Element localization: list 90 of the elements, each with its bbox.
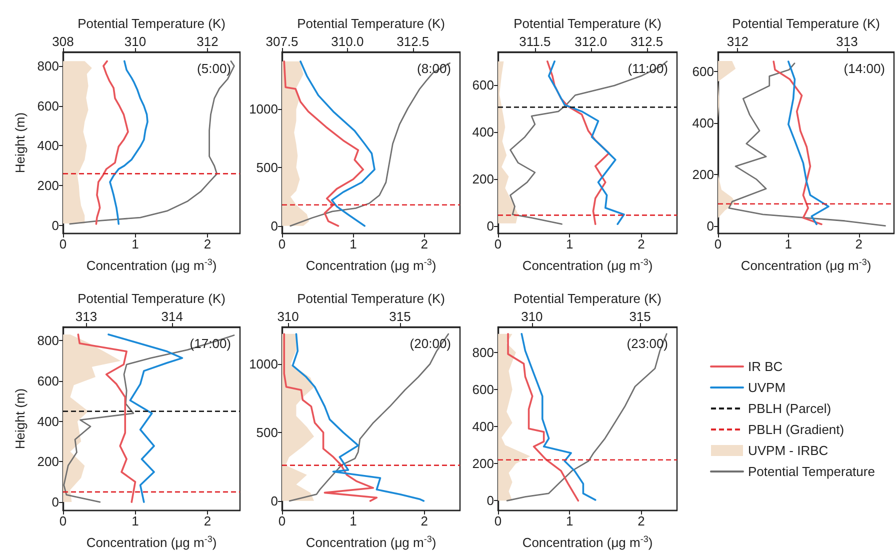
x2-tick-label: 307.5 (266, 34, 298, 49)
y-tick-label: 0 (52, 494, 59, 510)
x-tick-label: 2 (638, 514, 645, 528)
y-tick-label: 1000 (249, 356, 278, 372)
line-series (95, 60, 129, 225)
x2-axis-title: Potential Temperature (K) (78, 291, 226, 306)
x-tick-label: 2 (204, 514, 212, 528)
x-tick-label: 2 (204, 236, 212, 252)
text: (5:00) (197, 61, 232, 76)
x-tick-label: 1 (350, 514, 357, 528)
legend-label: Potential Temperature (748, 464, 875, 479)
y-tick-label: 400 (472, 124, 494, 140)
legend-label: UVPM - IRBC (748, 443, 828, 458)
y-tick-label: 600 (37, 374, 59, 389)
x-tick-label: 1 (132, 514, 139, 528)
x2-tick-label: 314 (161, 309, 183, 324)
line-series (109, 60, 148, 225)
y-tick-label: 0 (52, 218, 59, 234)
y-tick-label: 200 (37, 454, 59, 470)
x2-axis-title: Potential Temperature (K) (514, 16, 662, 32)
y-tick-label: 0 (270, 218, 278, 234)
y-tick-label: 0 (270, 493, 278, 508)
x2-tick-label: 310 (521, 309, 543, 324)
line-series (108, 334, 184, 503)
y-tick-label: 400 (37, 138, 59, 154)
y-tick-label: 400 (692, 115, 714, 130)
y-tick-label: 0 (486, 493, 494, 508)
y-axis-title: Height (m) (12, 388, 28, 450)
y-axis-title: Height (m) (12, 112, 28, 174)
legend-label: IR BC (748, 359, 783, 374)
line-series (77, 334, 136, 503)
x2-axis-title: Potential Temperature (K) (732, 16, 880, 32)
x-tick-label: 1 (566, 514, 574, 528)
y-tick-label: 800 (37, 58, 59, 74)
x2-tick-label: 310 (277, 309, 299, 324)
legend-label: UVPM (748, 380, 786, 395)
y-tick-label: 600 (472, 77, 494, 92)
y-tick-label: 0 (706, 218, 714, 234)
x-tick-label: 1 (784, 236, 792, 252)
line-series (548, 60, 625, 226)
x-tick-label: 1 (350, 236, 357, 252)
y-tick-label: 0 (486, 218, 494, 234)
x2-tick-label: 315 (389, 309, 411, 324)
x-tick-label: 1 (566, 236, 574, 252)
y-tick-label: 200 (37, 178, 59, 194)
y-tick-label: 400 (472, 419, 494, 434)
y-tick-label: 600 (692, 64, 714, 79)
x-tick-label: 2 (420, 236, 428, 252)
x2-tick-label: 312.0 (574, 34, 608, 49)
x2-tick-label: 312 (726, 34, 749, 49)
x2-tick-label: 312.5 (396, 34, 430, 49)
x2-tick-label: 310 (124, 34, 146, 49)
x2-tick-label: 310.0 (331, 34, 364, 49)
line-series (300, 60, 376, 227)
x2-tick-label: 312.5 (630, 34, 664, 49)
x2-tick-label: 313 (75, 309, 98, 324)
y-tick-label: 400 (37, 414, 59, 429)
y-tick-label: 200 (692, 166, 714, 182)
line-series (772, 60, 822, 226)
y-tick-label: 800 (472, 344, 494, 360)
line-series (507, 332, 580, 502)
x2-tick-label: 313 (836, 34, 858, 49)
x2-axis-title: Potential Temperature (K) (514, 291, 662, 306)
x-tick-label: 1 (132, 236, 139, 252)
x2-axis-title: Potential Temperature (K) (78, 16, 226, 32)
x-tick-label: 2 (420, 514, 428, 528)
y-tick-label: 200 (472, 171, 494, 186)
line-series (283, 60, 364, 227)
y-tick-label: 600 (37, 98, 59, 114)
line-series (520, 332, 596, 501)
x2-axis-title: Potential Temperature (K) (297, 16, 445, 32)
x2-tick-label: 311.5 (519, 34, 551, 49)
x2-tick-label: 315 (629, 309, 651, 324)
line-series (283, 333, 378, 502)
y-tick-label: 200 (472, 456, 494, 472)
y-tick-label: 600 (472, 382, 494, 397)
x2-axis-title: Potential Temperature (K) (297, 291, 445, 306)
text: (14:00) (844, 61, 886, 76)
x2-tick-label: 312 (196, 34, 218, 49)
text: PBLH (Parcel) (748, 401, 832, 416)
y-tick-label: 800 (37, 333, 59, 348)
line-series (788, 60, 830, 226)
x2-tick-label: 308 (52, 34, 74, 49)
legend-label: PBLH (Gradient) (748, 422, 844, 437)
line-series (546, 60, 610, 226)
x-tick-label: 2 (638, 236, 645, 252)
y-tick-label: 500 (256, 424, 278, 440)
x-tick-label: 2 (855, 236, 862, 252)
y-tick-label: 1000 (249, 102, 278, 117)
y-tick-label: 500 (256, 160, 278, 176)
